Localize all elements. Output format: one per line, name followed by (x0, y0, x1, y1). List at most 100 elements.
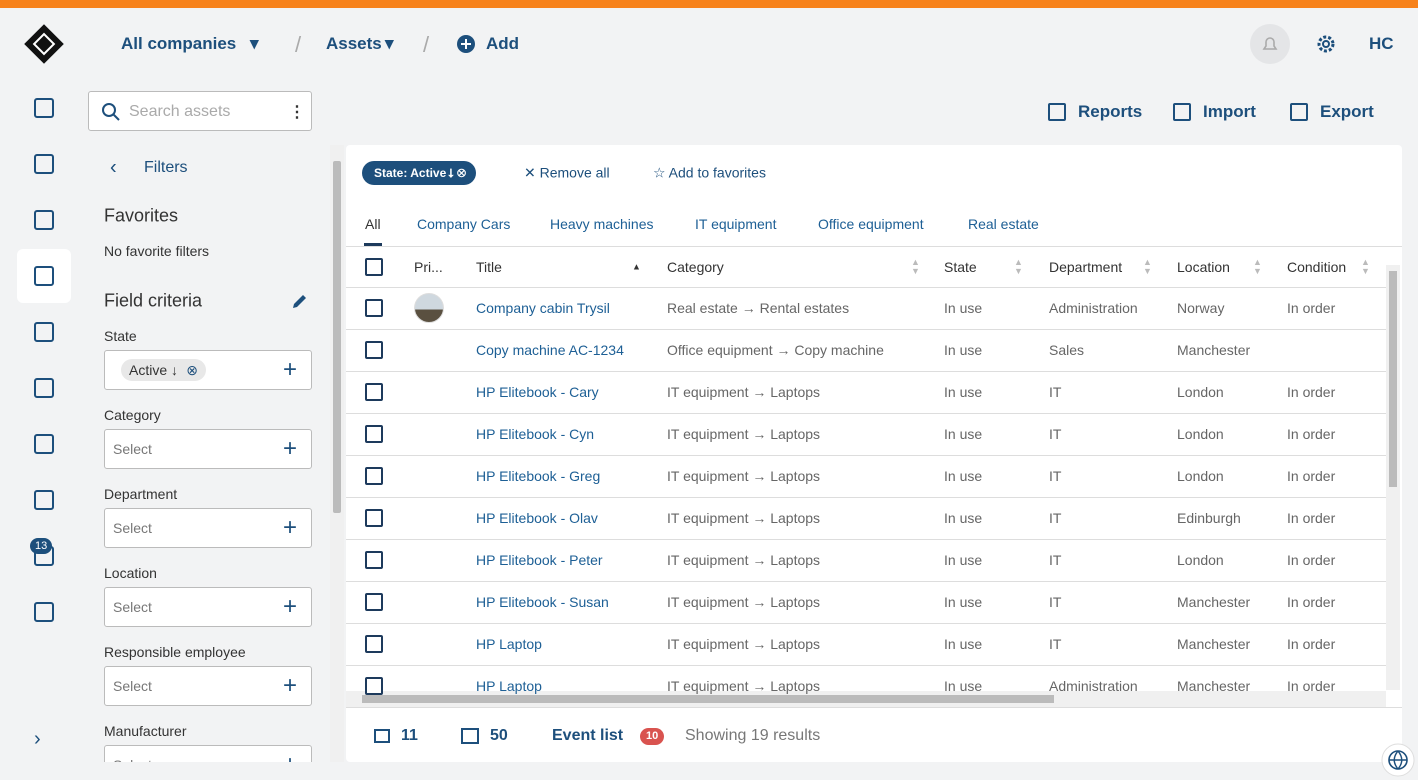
event-count: 10 (640, 728, 665, 745)
field-add[interactable]: + (283, 435, 298, 462)
column-header[interactable]: Department (1049, 259, 1123, 275)
cell: In use (944, 384, 983, 400)
rail-icon[interactable] (34, 154, 54, 174)
rail-icon[interactable] (34, 98, 54, 118)
row-checkbox[interactable] (365, 551, 383, 569)
asset-title[interactable]: HP Elitebook - Cary (476, 384, 599, 400)
section-menu[interactable]: Assets (326, 34, 382, 53)
row-checkbox[interactable] (365, 341, 383, 359)
add-button[interactable]: Add (486, 34, 520, 53)
tab[interactable]: Company Cars (417, 216, 511, 232)
cell: In use (944, 552, 983, 568)
tab[interactable]: Real estate (968, 216, 1039, 232)
sort-icon: ▲ ▼ (1014, 257, 1023, 276)
expand[interactable]: › (34, 728, 41, 750)
remove-all[interactable]: ✕ Remove all (524, 164, 610, 181)
action-button[interactable]: Import (1203, 102, 1256, 121)
tab[interactable]: Office equipment (818, 216, 924, 232)
field-input[interactable]: Select + (104, 508, 312, 548)
field-label: State (104, 328, 137, 344)
rail-icon[interactable] (34, 210, 54, 230)
notifications[interactable] (1250, 24, 1290, 64)
cell: In order (1287, 468, 1336, 484)
asset-title[interactable]: HP Laptop (476, 678, 542, 694)
field-add[interactable]: + (283, 356, 298, 383)
field-add[interactable]: + (283, 593, 298, 620)
cell: In order (1287, 300, 1336, 316)
action-button[interactable]: Reports (1078, 102, 1143, 121)
language[interactable] (1381, 743, 1415, 777)
field-add[interactable]: + (283, 514, 298, 541)
caret: ▾ (385, 34, 394, 53)
cell: London (1177, 552, 1224, 568)
add-favorites[interactable]: ☆ Add to favorites (653, 164, 766, 181)
search-box[interactable]: Search assets ⋮ (88, 91, 312, 131)
field-input[interactable]: Select + (104, 745, 312, 762)
column-header[interactable]: Location (1177, 259, 1230, 275)
back[interactable]: ‹ (110, 156, 117, 179)
row-checkbox[interactable] (365, 509, 383, 527)
field-input[interactable]: Select + (104, 587, 312, 627)
row-checkbox[interactable] (365, 635, 383, 653)
row-checkbox[interactable] (365, 467, 383, 485)
action-button[interactable]: Export (1320, 102, 1374, 121)
column-header[interactable]: Pri... (414, 259, 443, 275)
row-checkbox[interactable] (365, 425, 383, 443)
tab[interactable]: Heavy machines (550, 216, 654, 232)
remove-all-label: Remove all (539, 164, 610, 181)
asset-title[interactable]: HP Elitebook - Peter (476, 552, 603, 568)
sort-icon: ▲ ▼ (1253, 257, 1262, 276)
thumb (1389, 271, 1397, 487)
asset-title[interactable]: HP Elitebook - Cyn (476, 426, 595, 442)
rail-icon[interactable] (34, 378, 54, 398)
v-scrollbar (1386, 265, 1400, 690)
row-checkbox[interactable] (365, 677, 383, 695)
rows-icon (461, 728, 479, 744)
settings[interactable] (1315, 33, 1337, 55)
company-menu[interactable]: All companies (121, 34, 237, 53)
field-input[interactable]: Select + (104, 429, 312, 469)
asset-title[interactable]: HP Elitebook - Olav (476, 510, 598, 526)
cell: IT equipment → Laptops (667, 636, 821, 652)
user[interactable]: HC (1369, 34, 1394, 53)
asset-title[interactable]: Company cabin Trysil (476, 300, 610, 316)
edit[interactable] (290, 291, 310, 311)
column-header[interactable]: Condition (1287, 259, 1347, 275)
state-chip[interactable]: Active ↓ ⊗ (121, 359, 207, 381)
field-add[interactable]: + (283, 751, 297, 762)
rows-count[interactable]: 50 (490, 727, 508, 744)
chip-label: State: Active (374, 166, 447, 180)
tab[interactable]: IT equipment (695, 216, 777, 232)
cell: IT equipment → Laptops (667, 678, 821, 694)
active-filter-chip[interactable]: State: Active ⭣ ⊗ (362, 161, 477, 185)
row-checkbox[interactable] (365, 383, 383, 401)
row-checkbox[interactable] (365, 593, 383, 611)
tab[interactable]: All (365, 216, 381, 232)
rail-icon[interactable] (34, 322, 54, 342)
cell: In use (944, 342, 983, 358)
asset-title[interactable]: Copy machine AC-1234 (476, 342, 624, 358)
field-input[interactable]: Active ↓ ⊗ + (104, 350, 312, 390)
rail-icon[interactable] (34, 490, 54, 510)
field-input[interactable]: Select + (104, 666, 312, 706)
rail-icon[interactable] (34, 434, 54, 454)
columns-count[interactable]: 11 (401, 727, 418, 744)
rail-icon[interactable] (34, 602, 54, 622)
column-header[interactable]: Title (476, 259, 502, 275)
field-add[interactable]: + (283, 672, 298, 699)
cell: London (1177, 426, 1224, 442)
more[interactable]: ⋮ (289, 104, 305, 121)
row-checkbox[interactable] (365, 299, 383, 317)
asset-title[interactable]: HP Elitebook - Susan (476, 594, 609, 610)
header-checkbox[interactable] (365, 258, 383, 276)
cell: In use (944, 426, 983, 442)
column-header[interactable]: Category (667, 259, 724, 275)
event-list[interactable]: Event list (552, 727, 624, 744)
asset-title[interactable]: HP Elitebook - Greg (476, 468, 601, 484)
asset-title[interactable]: HP Laptop (476, 636, 542, 652)
column-header[interactable]: State (944, 259, 977, 275)
rail-icon[interactable] (34, 266, 54, 286)
row-divider (346, 665, 1386, 666)
bell (1262, 37, 1278, 50)
